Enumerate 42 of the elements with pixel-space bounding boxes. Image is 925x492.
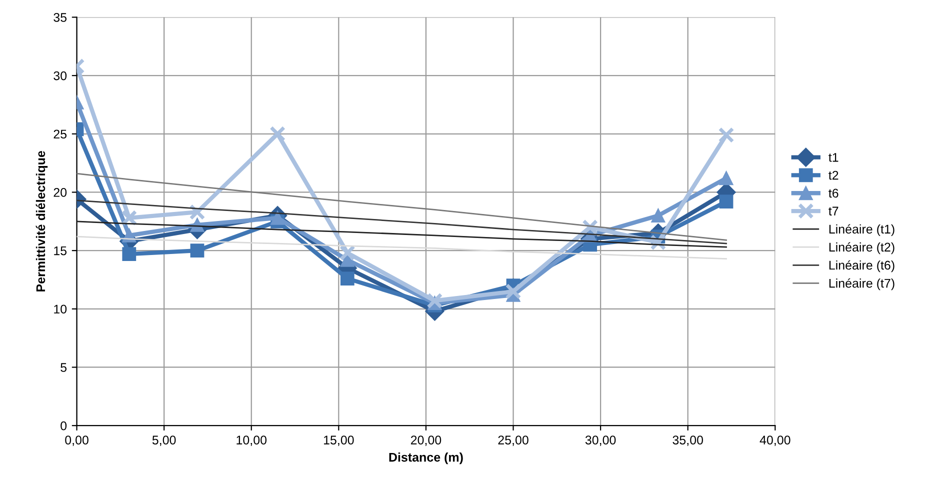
y-tick-label: 10	[54, 304, 67, 314]
legend-label: t6	[828, 188, 838, 198]
y-tick-label: 25	[54, 130, 67, 139]
x-tick-label: 35,00	[672, 436, 704, 446]
x-tick-label: 15,00	[324, 436, 354, 446]
point	[719, 171, 734, 186]
point	[340, 272, 354, 286]
point	[121, 210, 138, 226]
x-tick-label: 40,00	[760, 436, 790, 446]
point	[505, 283, 522, 300]
x-axis-title: Distance (m)	[389, 452, 463, 464]
x-tick-label: 10,00	[236, 436, 267, 446]
point	[270, 126, 286, 142]
point	[339, 244, 356, 261]
point	[270, 210, 285, 225]
y-tick-label: 20	[54, 188, 67, 197]
point	[651, 208, 666, 223]
y-tick-label: 30	[54, 71, 67, 80]
x-tick-label: 0,00	[65, 436, 88, 446]
point	[426, 292, 443, 309]
legend-label: Linéaire (t6)	[829, 260, 894, 272]
point	[719, 194, 734, 209]
point	[189, 204, 206, 220]
point	[718, 127, 734, 144]
point	[190, 244, 204, 258]
point	[582, 219, 598, 236]
legend-label: t7	[828, 206, 838, 216]
y-tick-label: 15	[54, 246, 67, 256]
x-tick-label: 25,00	[498, 436, 528, 446]
legend-label: t1	[828, 153, 838, 162]
y-tick-label: 5	[60, 363, 67, 372]
x-tick-label: 5,00	[152, 436, 176, 446]
y-tick-label: 35	[54, 13, 67, 22]
x-tick-label: 30,00	[585, 436, 616, 446]
legend-label: Linéaire (t2)	[829, 242, 894, 254]
y-axis-title: Permittivité diélectrique	[36, 150, 48, 292]
x-tick-label: 20,00	[410, 436, 442, 446]
legend-label: Linéaire (t7)	[829, 278, 894, 290]
legend-label: t2	[828, 170, 838, 180]
y-tick-label: 0	[60, 421, 67, 430]
legend-label: Linéaire (t1)	[829, 224, 894, 236]
point	[122, 247, 136, 262]
